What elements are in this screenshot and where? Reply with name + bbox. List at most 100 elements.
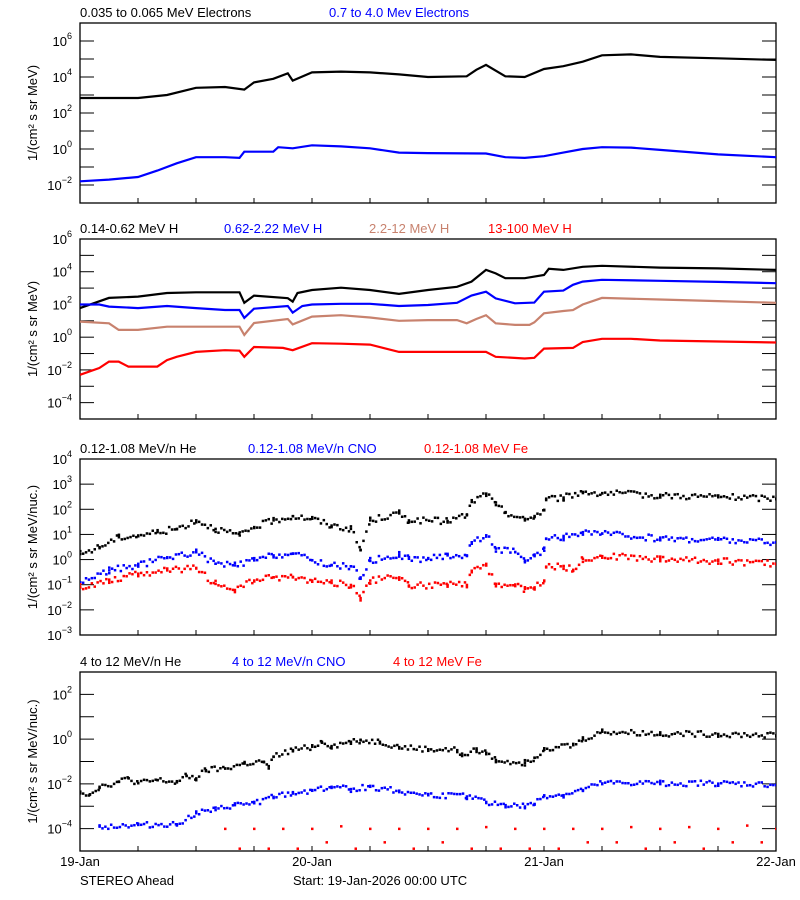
data-point	[444, 796, 447, 800]
y-tick-label: 103	[53, 474, 72, 492]
data-point	[231, 804, 235, 807]
data-point	[653, 497, 656, 500]
data-point	[523, 761, 527, 765]
data-point	[547, 496, 551, 499]
data-point	[243, 762, 246, 765]
data-point	[157, 555, 160, 559]
data-point	[235, 763, 239, 767]
data-point	[606, 493, 610, 497]
data-point	[584, 490, 588, 493]
data-point	[476, 495, 479, 499]
data-point	[571, 496, 574, 499]
data-point	[369, 785, 372, 789]
data-point	[341, 784, 345, 787]
data-point	[499, 847, 502, 850]
data-point	[212, 559, 215, 563]
data-point	[369, 827, 372, 831]
data-point	[358, 789, 361, 792]
data-point	[398, 553, 401, 556]
data-point	[754, 538, 758, 542]
data-point	[544, 566, 548, 569]
data-point	[529, 801, 532, 805]
data-point	[627, 489, 630, 493]
data-point	[387, 745, 390, 748]
data-point	[590, 559, 593, 562]
data-point	[494, 501, 498, 504]
data-point	[438, 553, 442, 557]
data-point	[760, 494, 763, 497]
data-point	[599, 533, 602, 536]
data-point	[533, 588, 536, 591]
data-point	[406, 790, 410, 794]
data-point	[682, 494, 685, 498]
data-point	[490, 497, 494, 500]
data-point	[180, 551, 183, 554]
data-point	[286, 791, 290, 794]
data-point	[303, 789, 306, 792]
data-point	[195, 551, 198, 554]
data-point	[502, 802, 505, 806]
data-point	[368, 523, 371, 526]
data-point	[283, 749, 287, 752]
data-point	[104, 783, 107, 787]
data-point	[104, 825, 107, 828]
data-point	[325, 522, 328, 526]
data-point	[359, 577, 362, 581]
data-point	[355, 740, 358, 743]
data-point	[587, 737, 590, 741]
data-point	[125, 575, 128, 578]
data-point	[355, 591, 358, 595]
data-point	[407, 584, 411, 587]
data-point	[165, 532, 168, 535]
data-point	[216, 769, 219, 773]
data-point	[506, 759, 509, 763]
data-point	[389, 786, 392, 789]
data-point	[748, 560, 752, 564]
data-point	[554, 794, 558, 797]
data-point	[374, 561, 378, 564]
data-point	[113, 568, 117, 572]
data-point	[142, 534, 146, 537]
data-point	[553, 567, 557, 571]
data-point	[466, 753, 470, 757]
data-point	[581, 738, 585, 741]
data-point	[618, 731, 621, 735]
data-point	[253, 801, 256, 805]
data-point	[294, 746, 298, 749]
data-point	[316, 563, 320, 566]
data-point	[133, 823, 136, 827]
data-point	[127, 826, 130, 829]
data-point	[410, 586, 414, 590]
data-point	[160, 822, 163, 826]
data-point	[319, 522, 323, 525]
data-point	[714, 784, 717, 788]
data-point	[157, 569, 160, 572]
data-point	[247, 529, 250, 533]
data-point	[200, 523, 204, 526]
data-point	[231, 564, 235, 567]
data-point	[435, 749, 439, 752]
data-point	[529, 557, 532, 560]
data-point	[424, 745, 427, 749]
data-point	[702, 733, 705, 737]
data-point	[229, 767, 233, 771]
data-point	[239, 560, 242, 563]
data-point	[330, 564, 333, 567]
data-point	[714, 538, 717, 541]
data-point	[368, 741, 371, 745]
data-point	[543, 747, 546, 750]
data-point	[118, 825, 122, 829]
data-point	[110, 580, 114, 584]
data-point	[400, 515, 404, 519]
data-point	[497, 760, 501, 763]
data-point	[336, 584, 339, 588]
data-point	[539, 553, 542, 557]
data-point	[354, 847, 357, 850]
y-tick-label: 10−2	[47, 175, 72, 193]
data-point	[461, 792, 465, 795]
data-point	[711, 536, 714, 540]
data-point	[427, 582, 431, 586]
data-point	[291, 792, 295, 795]
data-point	[630, 554, 633, 557]
data-point	[245, 580, 248, 583]
